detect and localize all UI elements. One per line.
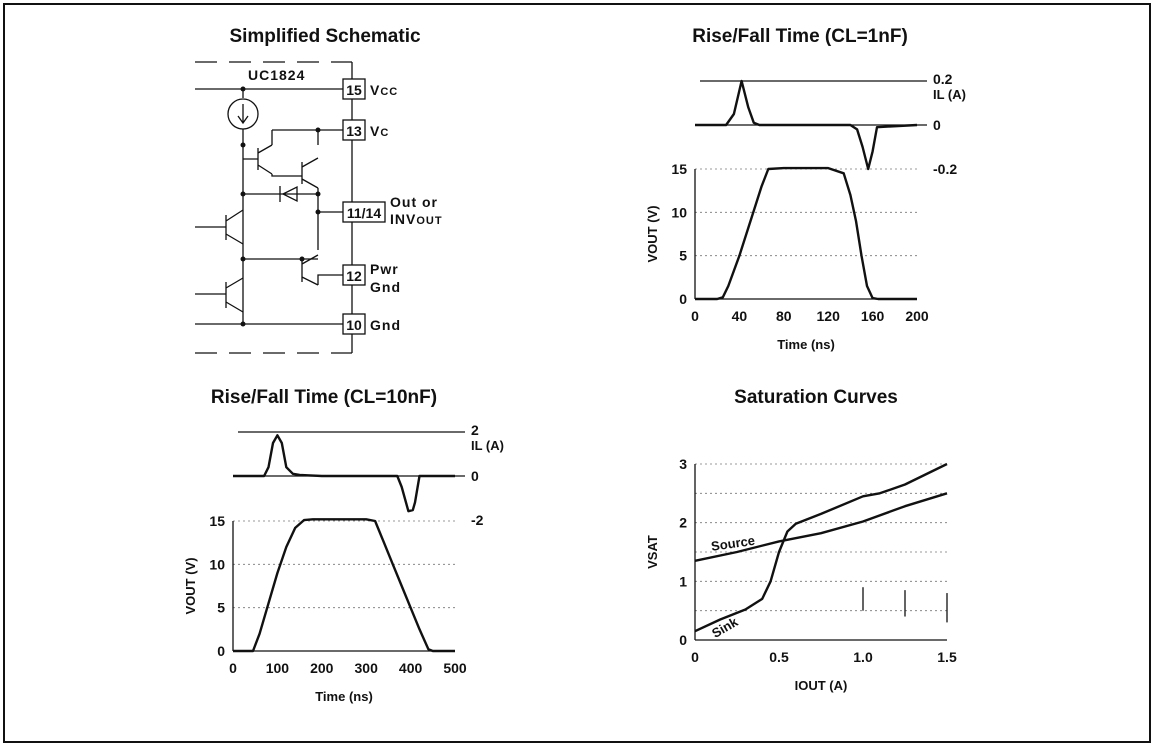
- chart-title: Saturation Curves: [734, 387, 898, 408]
- x-tick-label: 300: [355, 660, 379, 676]
- x-tick-label: 1.0: [853, 649, 873, 665]
- pin-label-gnd: Gnd: [370, 317, 401, 333]
- y-tick-label: 0: [679, 632, 687, 648]
- pin-label-vc: VC: [370, 123, 389, 139]
- current-source-arrow: [237, 104, 249, 125]
- y-axis-label: VOUT (V): [645, 205, 660, 262]
- x-tick-label: 0: [691, 649, 699, 665]
- y-tick-label: 1: [679, 573, 687, 589]
- y-tick-label: 15: [209, 513, 225, 529]
- pin-label-vcc: VCC: [370, 82, 398, 98]
- y-tick-label: 15: [671, 161, 687, 177]
- series-line-current: [695, 79, 918, 171]
- darlington-q1: [243, 144, 273, 175]
- y-tick-label: 5: [679, 248, 687, 264]
- series-line-current: [233, 434, 455, 513]
- pin-label-invout: INVOUT: [390, 211, 443, 227]
- series-label-sink: Sink: [709, 614, 741, 641]
- series-line-0: [694, 492, 948, 562]
- y-tick-label: 2: [679, 515, 687, 531]
- x-tick-label: 200: [310, 660, 334, 676]
- series-label-source: Source: [710, 533, 756, 554]
- vc-drops: [271, 130, 319, 145]
- series-line-0: [695, 166, 917, 301]
- sink-collector: [317, 212, 343, 285]
- chart-rise-fall-1nf: Rise/Fall Time (CL=1nF) 0 5 10 15 0 40 80 120 160…: [645, 26, 966, 352]
- chip-label: UC1824: [248, 67, 305, 83]
- current-axis-label: IL (A): [471, 438, 504, 453]
- pin-num-pwr-gnd: 12: [346, 268, 362, 284]
- pin-num-out: 11/14: [347, 205, 381, 221]
- pin-num-vcc: 15: [346, 82, 362, 98]
- current-tick-top: 0.2: [933, 71, 953, 87]
- pin-label-out: Out or: [390, 194, 438, 210]
- chart-title: Rise/Fall Time (CL=1nF): [692, 26, 908, 47]
- current-tick-bottom: -0.2: [933, 161, 957, 177]
- x-tick-label: 0: [691, 308, 699, 324]
- y-tick-label: 3: [679, 456, 687, 472]
- y-axis-label: VSAT: [645, 535, 660, 569]
- chart-title: Rise/Fall Time (CL=10nF): [211, 387, 437, 408]
- series-line-0: [233, 518, 455, 653]
- x-tick-label: 80: [776, 308, 792, 324]
- chip-boundary: [195, 61, 352, 354]
- y-tick-label: 10: [209, 556, 225, 572]
- x-tick-label: 40: [732, 308, 748, 324]
- schematic-title: Simplified Schematic: [229, 26, 421, 47]
- chart-rise-fall-10nf: Rise/Fall Time (CL=10nF) 0 5 10 15 0 100 200 300…: [183, 387, 504, 704]
- x-tick-label: 0: [229, 660, 237, 676]
- y-axis-label: VOUT (V): [183, 557, 198, 614]
- series-line-1: [694, 462, 948, 633]
- x-tick-label: 1.5: [937, 649, 957, 665]
- pin-num-vc: 13: [346, 123, 362, 139]
- pin-label-pwr: Pwr: [370, 261, 399, 277]
- x-tick-label: 100: [266, 660, 290, 676]
- current-tick-zero: 0: [933, 117, 941, 133]
- figure-frame: [3, 3, 1151, 743]
- x-tick-label: 160: [861, 308, 885, 324]
- x-tick-label: 400: [399, 660, 423, 676]
- darlington-q2: [271, 157, 319, 189]
- current-tick-top: 2: [471, 422, 479, 438]
- x-axis-label: Time (ns): [315, 689, 373, 704]
- current-axis-label: IL (A): [933, 87, 966, 102]
- y-tick-label: 0: [217, 643, 225, 659]
- y-tick-label: 10: [671, 204, 687, 220]
- x-tick-label: 200: [905, 308, 929, 324]
- y-tick-label: 5: [217, 600, 225, 616]
- input-transistor-q5: [195, 277, 244, 313]
- diode-symbol: [279, 185, 298, 203]
- pin-label-pwr-gnd: Gnd: [370, 279, 401, 295]
- y-tick-label: 0: [679, 291, 687, 307]
- x-axis-label: IOUT (A): [795, 678, 848, 693]
- schematic: Simplified Schematic UC1824 15 13 11/14 …: [195, 26, 443, 354]
- x-tick-label: 500: [443, 660, 467, 676]
- x-tick-label: 0.5: [769, 649, 789, 665]
- sink-transistor-q4: [301, 254, 319, 286]
- output-node: [317, 188, 343, 213]
- current-tick-bottom: -2: [471, 512, 484, 528]
- x-axis-label: Time (ns): [777, 337, 835, 352]
- pin-num-gnd: 10: [346, 317, 362, 333]
- chart-saturation-curves: Saturation Curves 0 1 2 3 0 0.5 1.0 1.5 IOUT (A) V…: [645, 387, 957, 693]
- x-tick-label: 120: [817, 308, 841, 324]
- input-transistor-q3: [195, 209, 244, 245]
- current-tick-zero: 0: [471, 468, 479, 484]
